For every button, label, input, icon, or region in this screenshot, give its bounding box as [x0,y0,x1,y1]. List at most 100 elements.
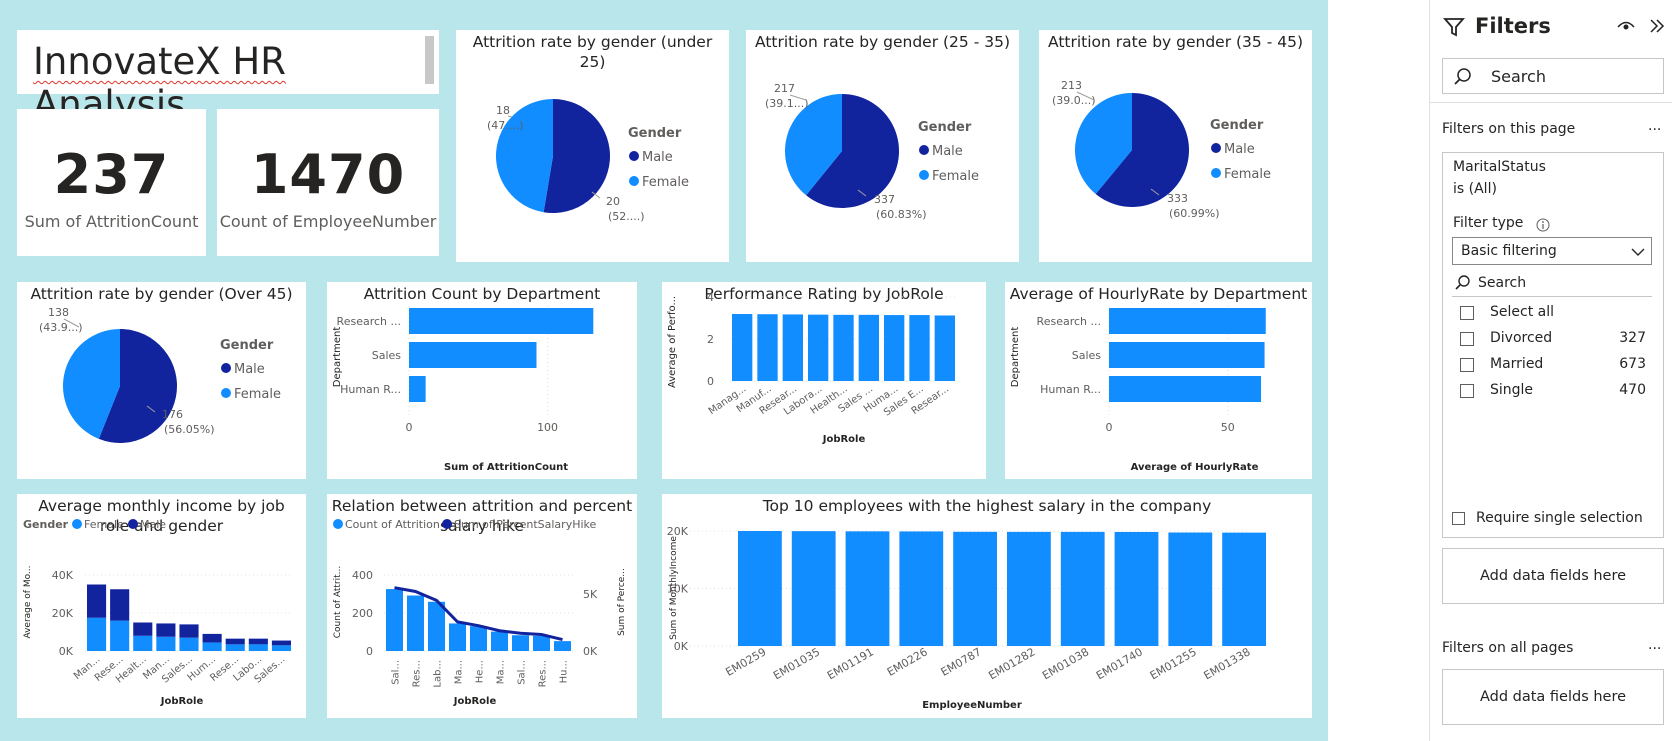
pie-chart[interactable]: 213 (39.0...) 333 (60.99%) Gender Male Female [1039,30,1312,262]
pie-slice-male[interactable] [98,329,177,443]
bar-male[interactable] [202,633,222,643]
bar-chart[interactable]: 0 50 Research ... Sales Human R... Average of… [1005,282,1312,479]
more-options-icon[interactable]: ... [1648,118,1662,134]
eye-icon[interactable] [1616,18,1636,34]
pie-card-under-25[interactable]: Attrition rate by gender (under 25) 18 (4… [456,30,729,262]
bar[interactable] [409,376,426,402]
bar[interactable] [808,314,829,381]
bar[interactable] [1222,532,1266,646]
pie-card-35-45[interactable]: Attrition rate by gender (35 - 45) 213 (3… [1039,30,1312,262]
bar[interactable] [833,314,854,381]
more-options-icon[interactable]: ... [1648,637,1662,653]
bar[interactable] [386,589,403,651]
pie-slice-male[interactable] [1095,93,1189,207]
filter-card-maritalstatus[interactable]: MaritalStatus is (All) Filter type Basic… [1442,152,1664,538]
bar-male[interactable] [179,624,199,638]
stacked-bar-chart[interactable]: Gender Female Male0K20K40KMan...Rese...Hea… [17,494,306,718]
bar-female[interactable] [87,617,107,651]
bar[interactable] [858,314,879,381]
bar-chart[interactable]: 0K 10K 20K EM0259 EM01035 EM01191 EM0226 EM0787… [662,494,1312,718]
bar[interactable] [909,315,930,381]
collapse-pane-icon[interactable] [1648,18,1666,34]
option-divorced[interactable]: Divorced 327 [1443,327,1663,351]
pie-slice-female[interactable] [1075,93,1132,194]
bar-female[interactable] [271,645,291,651]
filters-search-input[interactable]: Search [1442,58,1664,94]
info-icon[interactable] [1536,218,1550,232]
pie-slice-male[interactable] [543,99,610,213]
chart-attrition-by-department[interactable]: Attrition Count by Department 0 100 Resear… [327,282,637,479]
bar[interactable] [428,601,445,651]
bar-female[interactable] [225,644,245,651]
bar-female[interactable] [110,620,130,651]
pie-slice-female[interactable] [62,329,120,439]
bar[interactable] [782,314,803,381]
bar[interactable] [1109,308,1266,334]
bar[interactable] [738,531,782,646]
filter-type-dropdown[interactable]: Basic filtering [1452,237,1652,265]
bar-female[interactable] [156,636,176,651]
bar-chart[interactable]: 024Manag...Manuf...Resear...Labora...Hea… [662,282,986,479]
chart-income-by-jobrole-gender[interactable]: Average monthly income by job role and g… [17,494,306,718]
bar-male[interactable] [271,640,291,646]
chart-performance-by-jobrole[interactable]: Performance Rating by JobRole 0 2 4 Manag..… [662,282,986,479]
pie-card-over-45[interactable]: Attrition rate by gender (Over 45) 138 (4… [17,282,306,479]
bar[interactable] [470,626,487,651]
bar[interactable] [409,308,594,334]
pie-card-25-35[interactable]: Attrition rate by gender (25 - 35) 217 (3… [746,30,1019,262]
require-single-selection[interactable]: Require single selection [1443,507,1663,531]
bar[interactable] [732,314,753,381]
bar[interactable] [512,635,529,651]
bar-female[interactable] [202,642,222,651]
bar[interactable] [407,595,424,651]
bar[interactable] [1007,531,1051,646]
bar[interactable] [791,531,836,646]
bar-male[interactable] [87,584,107,618]
bar[interactable] [449,623,466,651]
checkbox[interactable] [1460,358,1474,372]
chart-attrition-vs-salary-hike[interactable]: Relation between attrition and percent s… [327,494,637,718]
kpi-card-employees[interactable]: 1470 Count of EmployeeNumber [217,109,439,256]
bar-male[interactable] [156,623,176,637]
bar[interactable] [884,315,905,381]
kpi-card-attrition[interactable]: 237 Sum of AttritionCount [17,109,206,256]
bar[interactable] [1114,531,1159,646]
chart-top10-salary[interactable]: Top 10 employees with the highest salary… [662,494,1312,718]
bar[interactable] [1109,342,1265,368]
bar[interactable] [1109,376,1261,402]
bar[interactable] [533,635,550,651]
bar[interactable] [554,641,571,651]
bar[interactable] [845,531,890,646]
bar[interactable] [899,531,944,646]
filter-inner-search[interactable]: Search [1452,269,1652,297]
pie-slice-female[interactable] [785,94,842,196]
bar-female[interactable] [133,635,153,651]
option-select-all[interactable]: Select all [1443,301,1663,325]
combo-chart[interactable]: Count of Attrition Sum of PercentSalaryHi… [327,494,637,718]
option-married[interactable]: Married 673 [1443,353,1663,377]
bar[interactable] [934,315,955,381]
bar[interactable] [1168,532,1213,646]
bar[interactable] [953,531,997,646]
bar-male[interactable] [110,589,130,621]
bar-female[interactable] [248,644,268,651]
bar-female[interactable] [179,637,199,651]
pie-slice-female[interactable] [495,99,553,213]
bar-male[interactable] [225,638,245,645]
add-fields-this-page[interactable]: Add data fields here [1442,548,1664,604]
option-single[interactable]: Single 470 [1443,379,1663,403]
bar[interactable] [757,314,778,381]
report-title-card[interactable]: InnovateX HR Analysis [17,30,439,126]
bar-male[interactable] [248,638,268,645]
bar[interactable] [491,631,508,651]
bar[interactable] [1060,531,1105,646]
checkbox[interactable] [1460,306,1474,320]
bar-male[interactable] [133,622,153,636]
bar-chart[interactable]: 0 100 Research ... Sales Human R... Sum of At… [327,282,637,479]
pie-slice-male[interactable] [806,94,899,208]
pie-chart[interactable]: 138 (43.9...) 176 (56.05%) Gender Male Female [17,282,306,479]
bar[interactable] [409,342,537,368]
checkbox[interactable] [1460,384,1474,398]
chart-hourlyrate-by-department[interactable]: Average of HourlyRate by Department 0 50 R… [1005,282,1312,479]
checkbox[interactable] [1452,512,1465,525]
